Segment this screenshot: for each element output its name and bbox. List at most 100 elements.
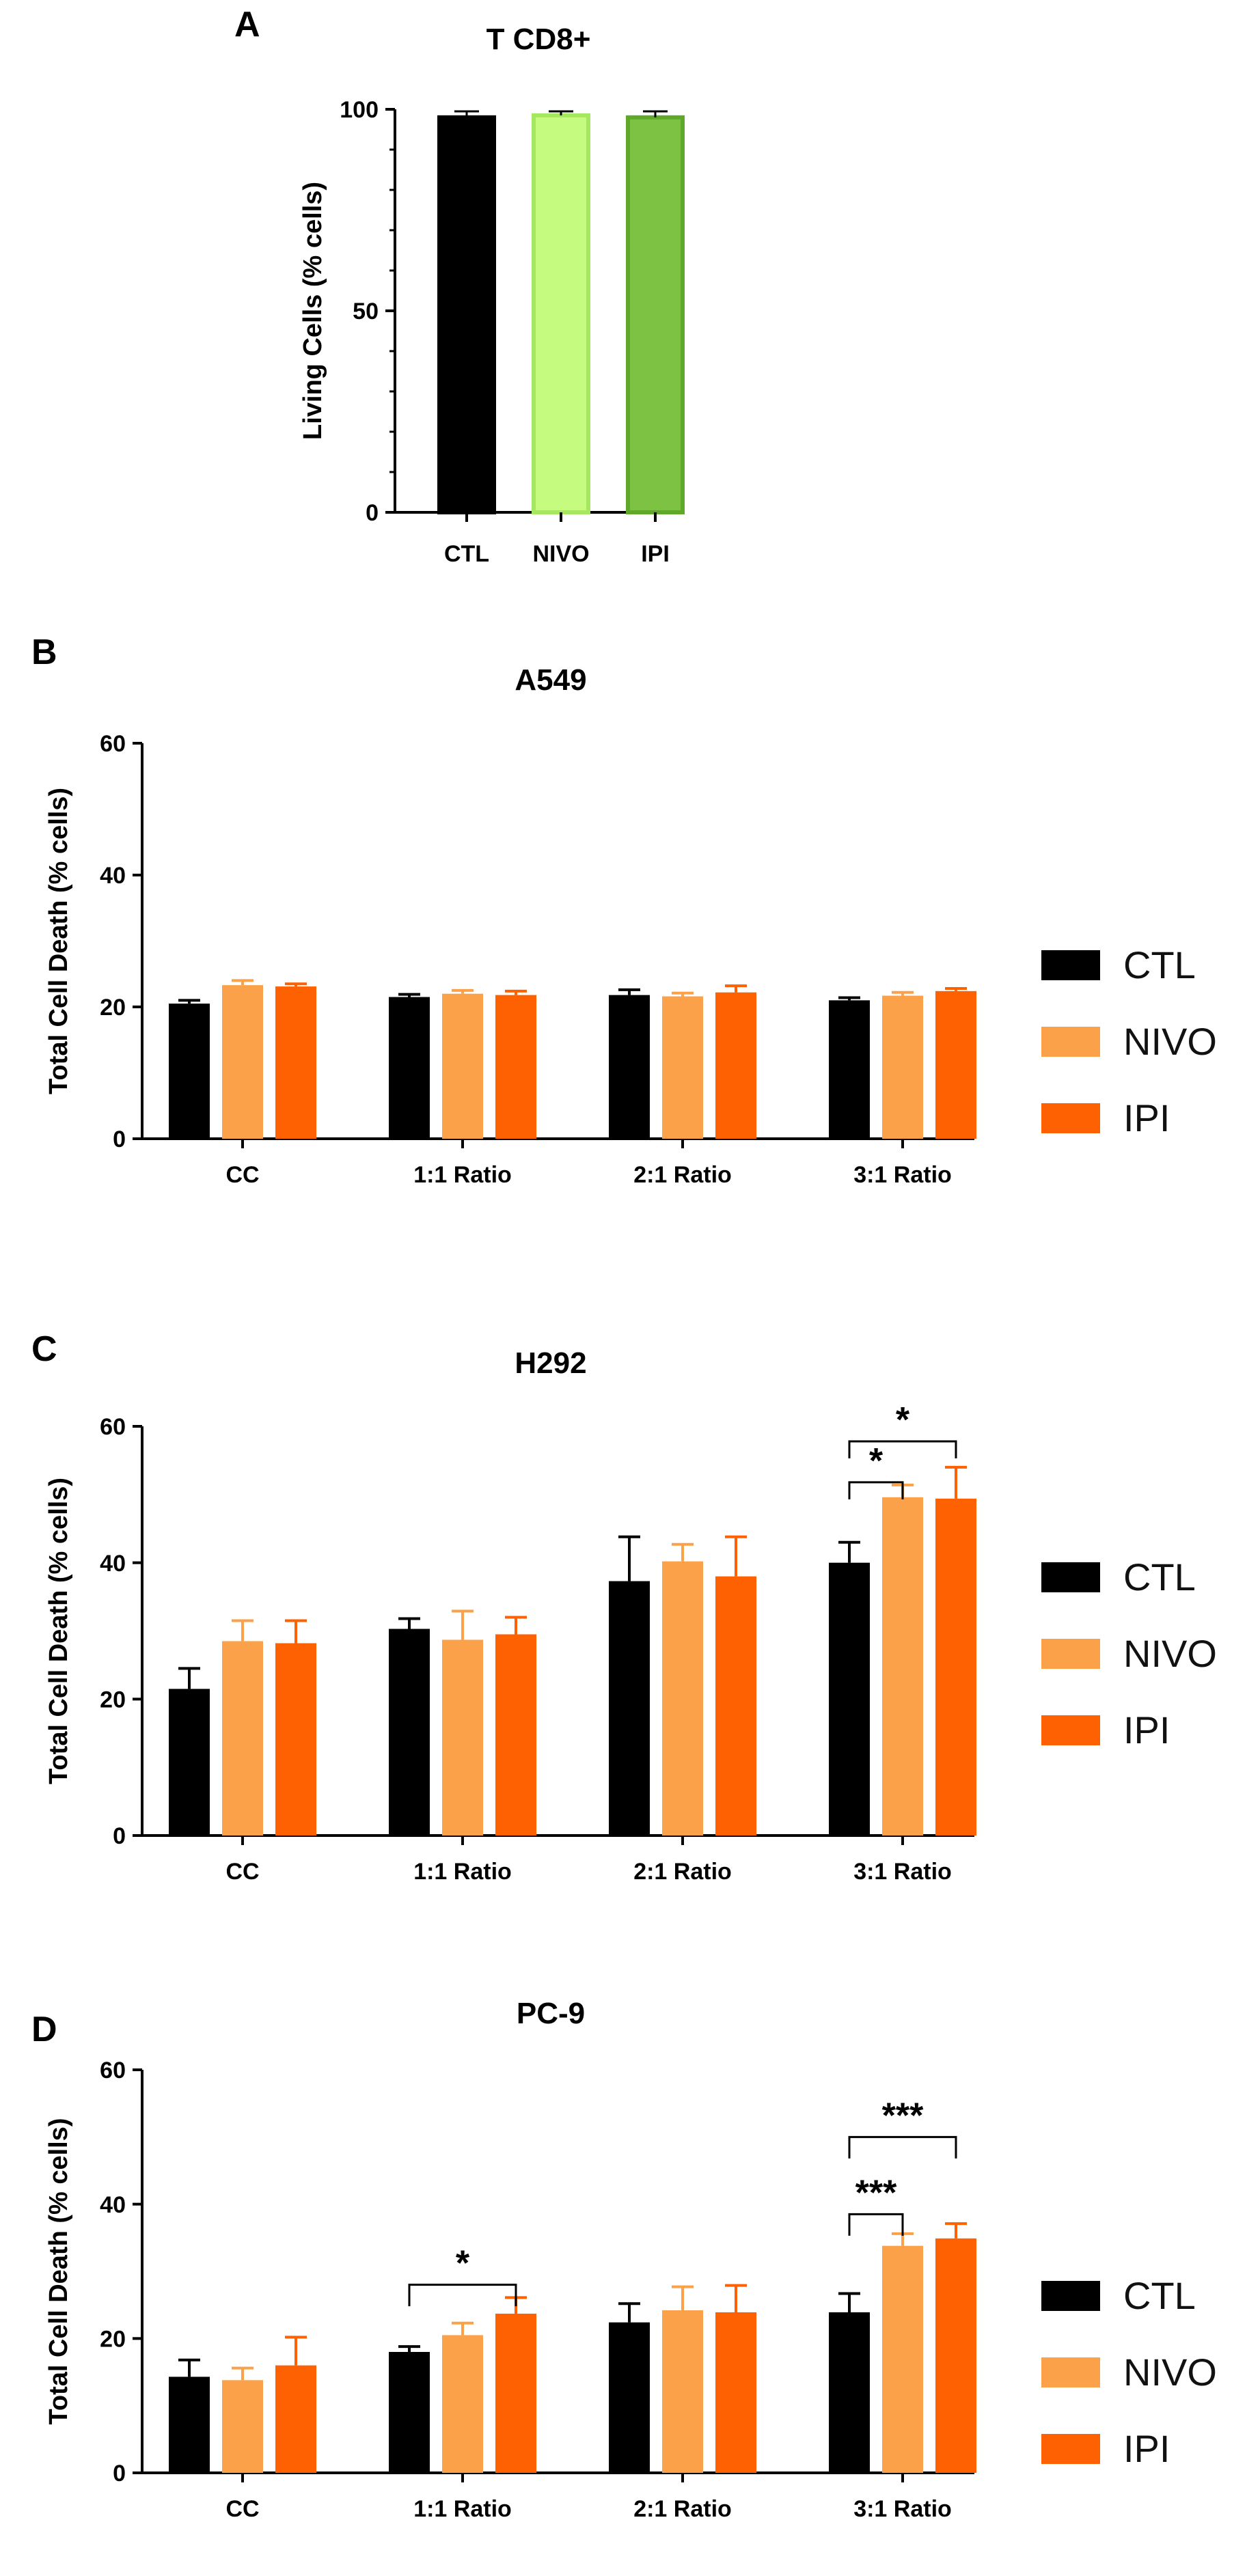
bar-1-1-ratio-ipi <box>495 2313 536 2473</box>
bar-cc-nivo <box>222 1641 263 1836</box>
x-tick-label-cc: CC <box>225 1859 259 1885</box>
legend-item-nivo: NIVO <box>1041 2350 1217 2394</box>
legend-item-ctl: CTL <box>1041 1555 1196 1599</box>
significance-label-1: * <box>896 1400 910 1440</box>
bar-cc-ipi <box>275 2365 316 2473</box>
legend-swatch-ctl <box>1041 2280 1100 2311</box>
bar-cc-ctl <box>169 1003 210 1139</box>
x-tick-label-cc: CC <box>225 2496 259 2522</box>
significance-bracket-0 <box>408 2284 517 2307</box>
bar-2-1-ratio-ipi <box>715 1576 756 1836</box>
legend-swatch-ipi <box>1041 2433 1100 2464</box>
y-tick-label-60: 60 <box>100 1414 126 1440</box>
x-tick-label-2-1-ratio: 2:1 Ratio <box>633 1859 732 1885</box>
bar-1-1-ratio-nivo <box>442 993 483 1139</box>
x-tick-label-3-1-ratio: 3:1 Ratio <box>853 2496 952 2522</box>
legend-item-ipi: IPI <box>1041 1096 1170 1140</box>
bar-3-1-ratio-nivo <box>882 1497 923 1836</box>
bar-1-1-ratio-ctl <box>389 1629 430 1836</box>
chart-title: PC-9 <box>517 1997 585 2030</box>
y-tick-label-20: 20 <box>100 995 126 1021</box>
y-tick-label-60: 60 <box>100 2058 126 2083</box>
significance-bracket-0 <box>848 1481 904 1499</box>
legend-item-ctl: CTL <box>1041 2273 1196 2318</box>
panel-letter-d: D <box>31 2010 57 2049</box>
bar-1-1-ratio-ipi <box>495 995 536 1139</box>
bar-2-1-ratio-ctl <box>609 1581 650 1836</box>
bar-cc-nivo <box>222 985 263 1139</box>
legend-label-nivo: NIVO <box>1123 1020 1217 1063</box>
legend-label-nivo: NIVO <box>1123 2351 1217 2394</box>
bar-ctl <box>437 115 496 515</box>
chart-title: A549 <box>515 663 586 697</box>
y-axis-label: Living Cells (% cells) <box>299 182 327 440</box>
significance-label-2: *** <box>882 2096 924 2135</box>
x-tick-label-ctl: CTL <box>444 541 489 567</box>
y-tick-label-0: 0 <box>113 1823 126 1849</box>
chart-title: T CD8+ <box>487 23 591 56</box>
legend-swatch-nivo <box>1041 1026 1100 1057</box>
bar-2-1-ratio-ctl <box>609 2322 650 2473</box>
x-tick-label-cc: CC <box>225 1162 259 1188</box>
bar-nivo <box>532 113 590 515</box>
y-tick-label-20: 20 <box>100 2327 126 2353</box>
legend-item-nivo: NIVO <box>1041 1631 1217 1676</box>
legend-label-ipi: IPI <box>1123 1096 1170 1139</box>
bar-ipi <box>626 115 685 515</box>
significance-label-1: *** <box>855 2173 897 2213</box>
legend-swatch-ipi <box>1041 1715 1100 1745</box>
bar-3-1-ratio-ipi <box>935 991 976 1139</box>
y-tick-label-50: 50 <box>353 299 379 324</box>
y-tick-label-60: 60 <box>100 731 126 757</box>
bar-2-1-ratio-ipi <box>715 2312 756 2473</box>
bar-cc-ctl <box>169 2377 210 2473</box>
bar-3-1-ratio-ipi <box>935 2238 976 2473</box>
x-tick-label-nivo: NIVO <box>532 541 589 567</box>
y-tick-label-40: 40 <box>100 2192 126 2218</box>
y-tick-label-40: 40 <box>100 863 126 889</box>
bar-cc-nivo <box>222 2380 263 2473</box>
bar-2-1-ratio-ipi <box>715 992 756 1139</box>
legend-swatch-nivo <box>1041 1638 1100 1669</box>
y-tick-label-100: 100 <box>340 97 379 123</box>
legend-item-ctl: CTL <box>1041 943 1196 987</box>
chart-h292: H292 Total Cell Death (% cells) 0 20 40 60 CC 1… <box>44 1346 976 1885</box>
chart-title: H292 <box>515 1346 586 1380</box>
bar-1-1-ratio-ctl <box>389 997 430 1139</box>
x-tick-label-1-1-ratio: 1:1 Ratio <box>413 1859 512 1885</box>
y-tick-label-20: 20 <box>100 1687 126 1713</box>
x-tick-label-2-1-ratio: 2:1 Ratio <box>633 2496 732 2522</box>
bar-3-1-ratio-nivo <box>882 2245 923 2473</box>
y-axis-label: Total Cell Death (% cells) <box>44 788 73 1094</box>
legend-label-ctl: CTL <box>1123 1555 1196 1598</box>
significance-label-0: * <box>869 1441 884 1481</box>
legend-swatch-ctl <box>1041 1562 1100 1592</box>
x-tick-label-1-1-ratio: 1:1 Ratio <box>413 2496 512 2522</box>
bar-cc-ctl <box>169 1689 210 1836</box>
y-axis-label: Total Cell Death (% cells) <box>44 1478 73 1784</box>
legend-label-ctl: CTL <box>1123 2274 1196 2317</box>
significance-bracket-1 <box>848 2213 904 2236</box>
legend-label-ipi: IPI <box>1123 2427 1170 2470</box>
bar-1-1-ratio-ipi <box>495 1634 536 1836</box>
x-tick-label-3-1-ratio: 3:1 Ratio <box>853 1162 952 1188</box>
legend-item-ipi: IPI <box>1041 1708 1170 1752</box>
bar-cc-ipi <box>275 1643 316 1836</box>
legend-swatch-ctl <box>1041 950 1100 980</box>
bar-3-1-ratio-ctl <box>829 1562 870 1836</box>
legend-swatch-ipi <box>1041 1103 1100 1133</box>
bar-2-1-ratio-nivo <box>662 1561 703 1836</box>
legend-item-nivo: NIVO <box>1041 1019 1217 1064</box>
bar-2-1-ratio-nivo <box>662 2310 703 2473</box>
chart-t-cd8: T CD8+ Living Cells (% cells) 0 50 100 CTL NIV… <box>299 23 685 567</box>
bar-3-1-ratio-nivo <box>882 995 923 1139</box>
y-axis-label: Total Cell Death (% cells) <box>44 2118 73 2424</box>
panel-letter-b: B <box>31 633 57 672</box>
bar-2-1-ratio-ctl <box>609 995 650 1139</box>
chart-a549: A549 Total Cell Death (% cells) 0 20 40 60 CC 1… <box>44 663 976 1188</box>
panel-letter-a: A <box>234 5 260 44</box>
legend-label-nivo: NIVO <box>1123 1632 1217 1675</box>
panel-letter-c: C <box>31 1329 57 1369</box>
x-tick-label-1-1-ratio: 1:1 Ratio <box>413 1162 512 1188</box>
bar-1-1-ratio-nivo <box>442 2335 483 2473</box>
